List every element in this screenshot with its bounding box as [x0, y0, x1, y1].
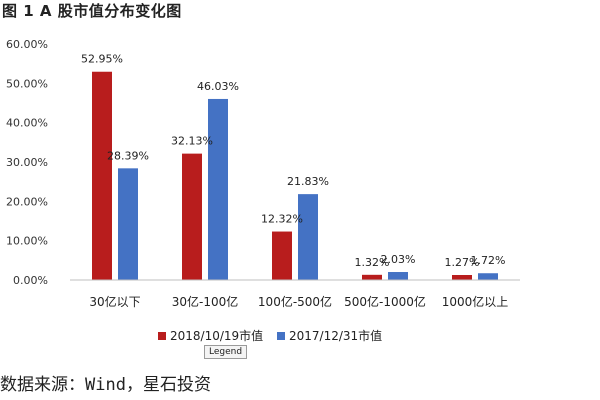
y-tick-label: 60.00% — [6, 38, 48, 51]
y-tick-label: 30.00% — [6, 156, 48, 169]
bar-series1[interactable] — [92, 71, 112, 280]
x-axis: 30亿以下 30亿-100亿 100亿-500亿 500亿-1000亿 1000亿以上 — [89, 294, 508, 309]
figure-title: 图 1 A 股市值分布变化图 — [2, 2, 182, 20]
data-label: 1.72% — [471, 254, 506, 267]
bars — [92, 71, 498, 280]
bar-series2[interactable] — [478, 273, 498, 280]
data-labels: 52.95% 28.39% 32.13% 46.03% 12.32% 21.83% 1.32… — [81, 53, 505, 269]
legend-tooltip: Legend — [204, 345, 248, 359]
data-label: 12.32% — [261, 213, 303, 226]
bar-series2[interactable] — [208, 98, 228, 280]
legend-label: 2017/12/31市值 — [289, 328, 382, 343]
x-tick-label: 30亿-100亿 — [172, 294, 239, 309]
data-label: 1.27% — [445, 256, 480, 269]
legend-swatch — [277, 332, 285, 340]
data-label: 28.39% — [107, 149, 149, 162]
data-label: 21.83% — [287, 175, 329, 188]
data-label: 2.03% — [381, 253, 416, 266]
bar-series1[interactable] — [362, 274, 382, 280]
bar-series2[interactable] — [298, 194, 318, 280]
y-tick-label: 40.00% — [6, 117, 48, 130]
bar-series1[interactable] — [452, 275, 472, 280]
bar-series2[interactable] — [388, 272, 408, 280]
y-tick-label: 0.00% — [13, 274, 48, 287]
x-tick-label: 100亿-500亿 — [258, 294, 332, 309]
data-label: 52.95% — [81, 53, 123, 66]
bar-series2[interactable] — [118, 168, 138, 280]
x-tick-label: 1000亿以上 — [442, 294, 509, 309]
x-tick-label: 500亿-1000亿 — [344, 294, 426, 309]
x-tick-label: 30亿以下 — [89, 294, 140, 309]
data-label: 32.13% — [171, 135, 213, 148]
data-label: 46.03% — [197, 80, 239, 93]
bar-series1[interactable] — [182, 153, 202, 280]
y-tick-label: 20.00% — [6, 195, 48, 208]
legend[interactable]: 2018/10/19市值 2017/12/31市值 — [158, 328, 382, 343]
legend-label: 2018/10/19市值 — [170, 328, 263, 343]
bar-series1[interactable] — [272, 231, 292, 280]
legend-swatch — [158, 332, 166, 340]
y-axis: 0.00% 10.00% 20.00% 30.00% 40.00% 50.00% 60.00… — [6, 38, 48, 287]
source-note: 数据来源：Wind，星石投资 — [0, 375, 211, 395]
y-tick-label: 50.00% — [6, 77, 48, 90]
data-label: 1.32% — [355, 256, 390, 269]
y-tick-label: 10.00% — [6, 235, 48, 248]
